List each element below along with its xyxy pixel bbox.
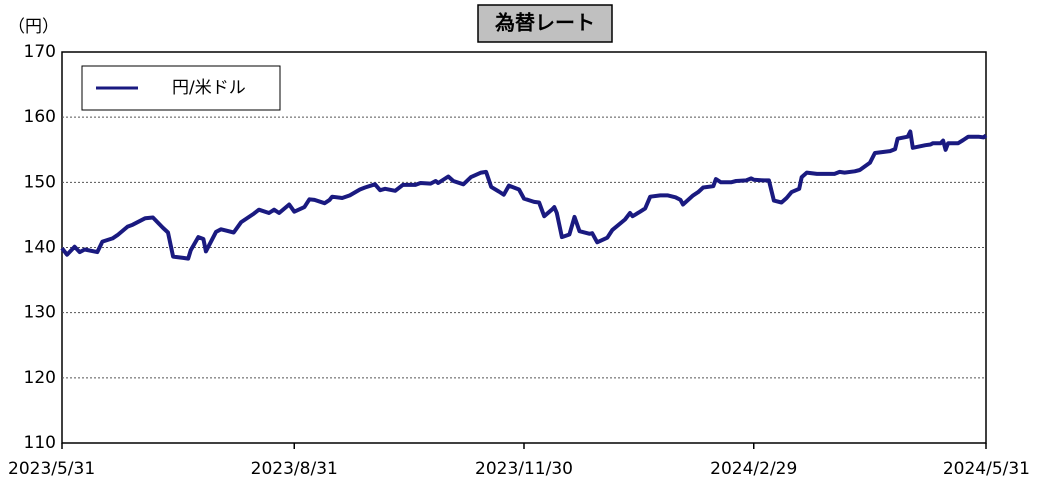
x-tick-label: 2023/5/31 [8, 459, 95, 479]
x-tick-label: 2023/11/30 [475, 459, 573, 479]
y-tick-label: 160 [24, 107, 56, 127]
chart-title: 為替レート [495, 11, 595, 35]
series-line [60, 129, 988, 261]
x-tick-label: 2024/5/31 [943, 459, 1030, 479]
x-tick-label: 2023/8/31 [251, 459, 338, 479]
y-tick-label: 130 [24, 303, 56, 323]
y-tick-label: 110 [24, 433, 56, 453]
y-tick-label: 140 [24, 238, 56, 258]
y-tick-label: 170 [24, 42, 56, 62]
y-tick-label: 150 [24, 172, 56, 192]
title-box [477, 4, 613, 43]
legend-label: 円/米ドル [172, 78, 246, 98]
legend: 円/米ドル [81, 65, 281, 111]
x-tick-label: 2024/2/29 [710, 459, 797, 479]
y-tick-label: 120 [24, 368, 56, 388]
y-axis-label: （円） [8, 17, 59, 37]
